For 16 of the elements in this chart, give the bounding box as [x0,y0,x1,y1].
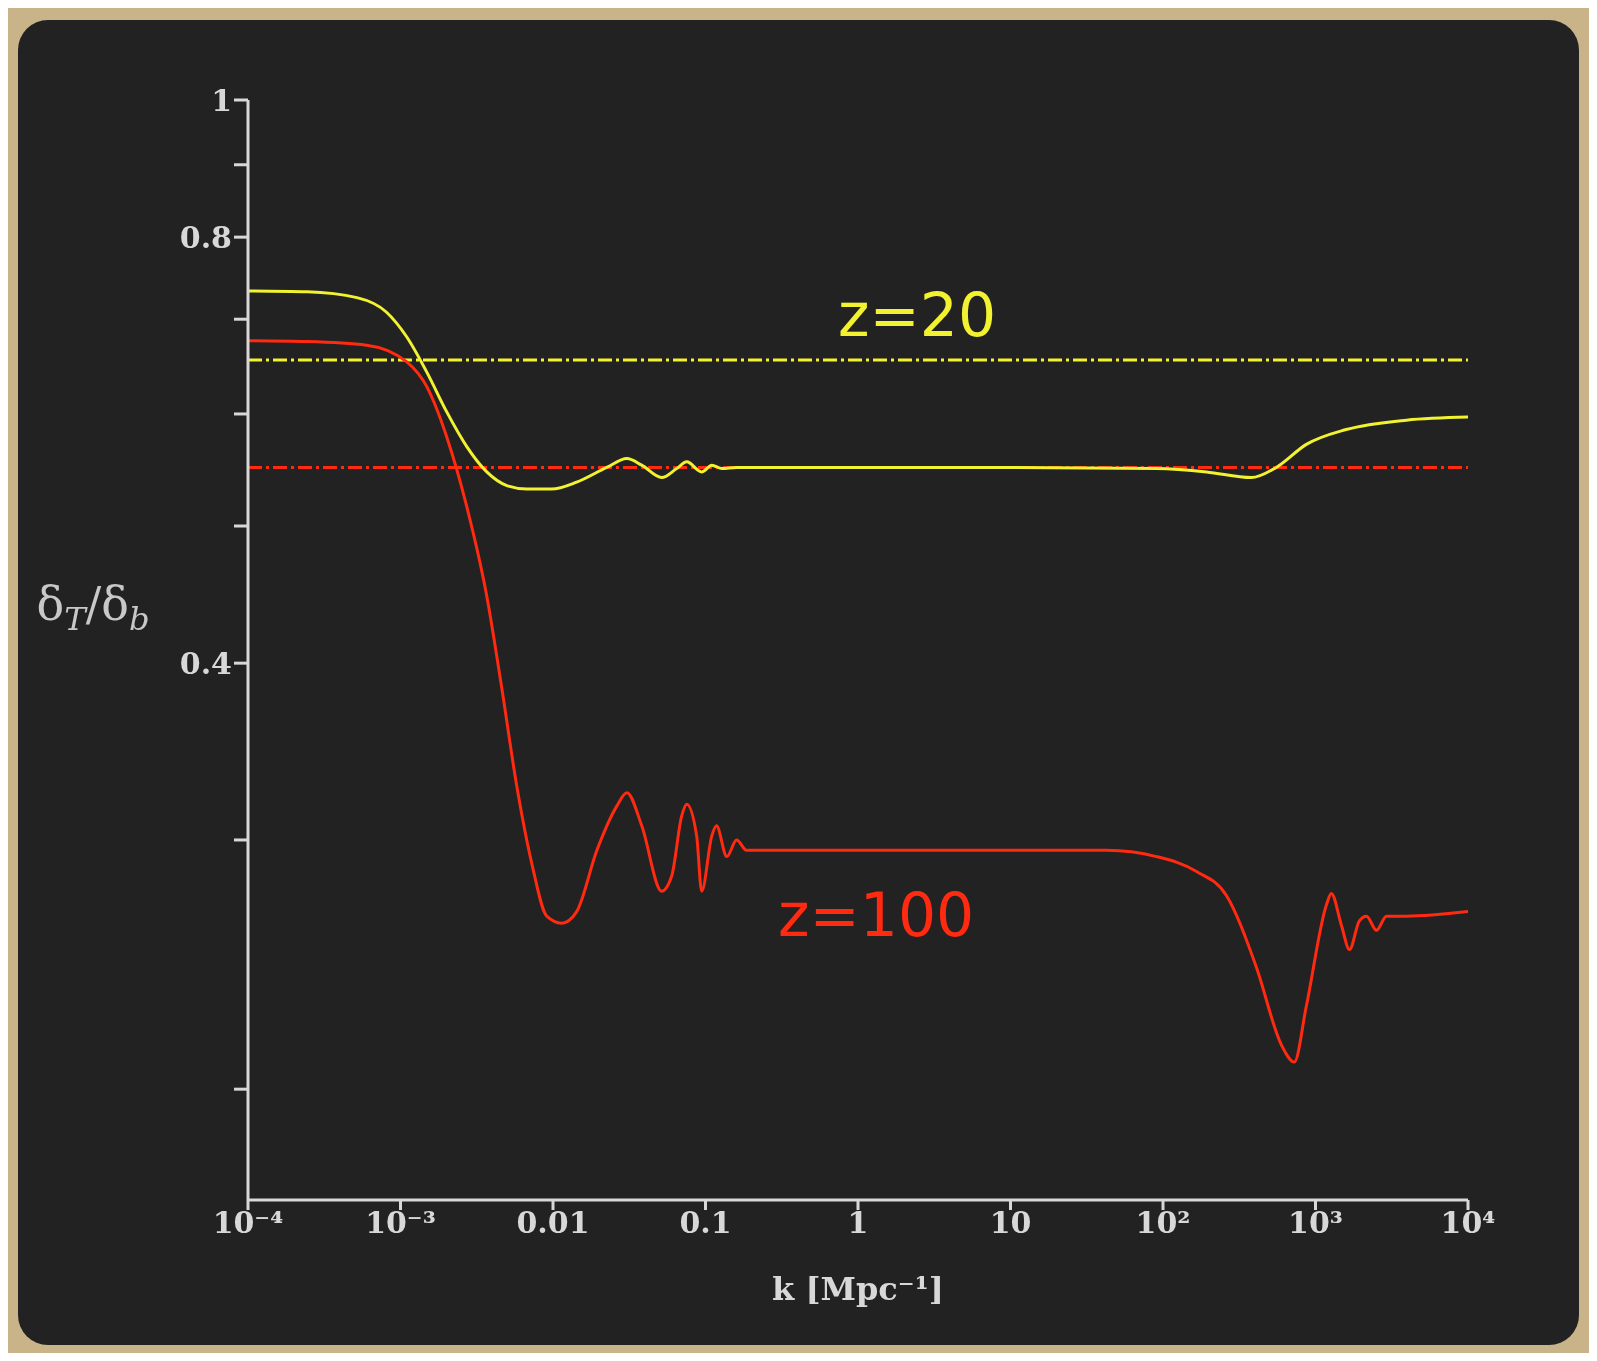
x-tick-label: 10² [1135,1205,1191,1241]
y-tick-label: 1 [211,82,232,118]
x-tick-label: 10⁻⁴ [212,1205,284,1241]
annotation: z=100 [778,880,975,950]
x-tick-label: 0.01 [516,1205,590,1241]
y-axis-title: δ$_{T}$/δ$_{b}$ [36,577,150,638]
y-tick-label: 0.8 [179,219,232,255]
x-tick-label: 0.1 [679,1205,732,1241]
x-tick-label: 10⁴ [1440,1205,1496,1241]
x-tick-label: 10³ [1288,1205,1343,1241]
x-axis-title: k [Mpc⁻¹] [772,1270,944,1308]
x-tick-label: 1 [847,1205,869,1241]
y-tick-label: 0.4 [179,645,232,681]
x-tick-label: 10 [989,1205,1032,1241]
annotation: z=20 [838,280,997,350]
x-tick-label: 10⁻³ [365,1205,436,1241]
